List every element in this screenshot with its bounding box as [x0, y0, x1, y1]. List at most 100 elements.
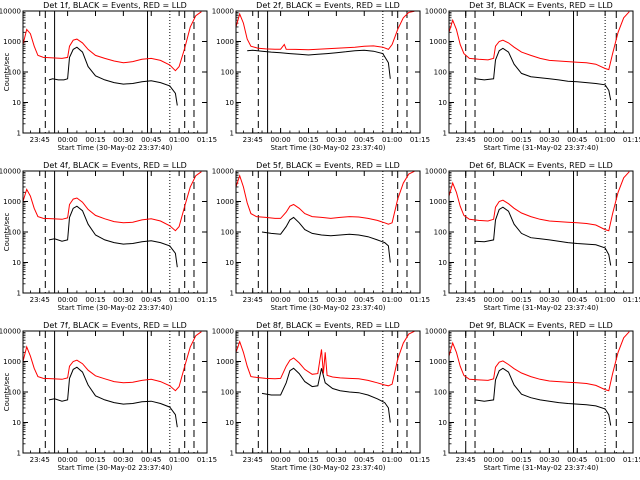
y-tick-label: 1000 — [429, 358, 447, 366]
x-tick-label: 23:45 — [30, 456, 50, 464]
x-tick-label: 00:30 — [326, 136, 346, 144]
x-tick-label: 01:15 — [410, 136, 430, 144]
y-tick-label: 10000 — [0, 8, 21, 16]
y-tick-label: 10000 — [212, 328, 234, 336]
y-tick-label: 10 — [12, 419, 21, 427]
y-tick-label: 100 — [221, 229, 234, 237]
x-tick-label: 00:15 — [298, 296, 318, 304]
chart-panel-3: Det 3f, BLACK = Events, RED = LLD 1 10 100 1… — [425, 1, 640, 152]
y-tick-label: 1 — [443, 130, 447, 138]
series-line-events — [247, 49, 391, 79]
x-tick-label: 00:00 — [484, 136, 504, 144]
plot-frame — [22, 10, 208, 134]
y-tick-label: 1 — [230, 290, 234, 298]
x-tick-label: 00:45 — [354, 296, 374, 304]
y-tick-label: 1 — [17, 450, 21, 458]
y-tick-label: 100 — [434, 69, 447, 77]
x-tick-label: 23:45 — [30, 296, 50, 304]
x-tick-label: 00:45 — [567, 296, 587, 304]
x-axis-label: Start Time (30-May-02 23:37:40) — [57, 304, 172, 312]
chart-panel-7: Det 7f, BLACK = Events, RED = LLD 1 10 100 1… — [0, 321, 217, 472]
x-tick-label: 23:45 — [243, 296, 263, 304]
y-axis-label: Counts/sec — [3, 53, 11, 92]
x-tick-label: 00:15 — [511, 136, 531, 144]
x-axis-label: Start Time (30-May-02 23:37:40) — [270, 464, 385, 472]
x-tick-label: 00:45 — [141, 136, 161, 144]
y-tick-label: 10000 — [425, 8, 447, 16]
x-tick-label: 00:45 — [354, 136, 374, 144]
x-tick-label: 01:00 — [169, 296, 189, 304]
x-tick-label: 01:00 — [169, 136, 189, 144]
series-line-events — [474, 367, 612, 426]
y-tick-label: 10000 — [0, 168, 21, 176]
chart-title: Det 2f, BLACK = Events, RED = LLD — [256, 1, 400, 10]
x-axis-label: Start Time (30-May-02 23:37:40) — [57, 464, 172, 472]
y-tick-label: 10 — [225, 419, 234, 427]
x-tick-label: 00:30 — [113, 456, 133, 464]
chart-title: Det 1f, BLACK = Events, RED = LLD — [43, 1, 187, 10]
series-line-lld — [22, 171, 202, 232]
y-tick-label: 100 — [8, 389, 21, 397]
x-tick-label: 01:00 — [382, 296, 402, 304]
y-tick-label: 1000 — [429, 198, 447, 206]
plot-frame — [448, 10, 634, 134]
y-tick-label: 1000 — [216, 38, 234, 46]
x-tick-label: 01:15 — [410, 296, 430, 304]
y-tick-label: 10000 — [212, 8, 234, 16]
series-line-lld — [235, 170, 415, 225]
chart-panel-2: Det 2f, BLACK = Events, RED = LLD 1 10 100 1… — [212, 1, 430, 152]
series-line-events — [48, 205, 178, 268]
chart-panel-4: Det 4f, BLACK = Events, RED = LLD 1 10 100 1… — [0, 161, 217, 312]
plot-frame — [22, 330, 208, 454]
series-line-lld — [22, 11, 202, 72]
y-tick-label: 10 — [438, 419, 447, 427]
x-tick-label: 01:15 — [197, 136, 217, 144]
y-tick-label: 10 — [225, 259, 234, 267]
x-tick-label: 00:30 — [113, 296, 133, 304]
x-axis-label: Start Time (30-May-02 23:37:40) — [270, 144, 385, 152]
x-tick-label: 23:45 — [456, 136, 476, 144]
y-tick-label: 1000 — [3, 198, 21, 206]
x-tick-label: 00:00 — [271, 296, 291, 304]
x-axis-label: Start Time (30-May-02 23:37:40) — [57, 144, 172, 152]
x-tick-label: 01:00 — [382, 136, 402, 144]
series-line-events — [48, 366, 178, 428]
x-tick-label: 01:00 — [595, 296, 615, 304]
series-line-events — [48, 46, 178, 106]
series-line-lld — [448, 331, 630, 392]
y-tick-label: 1000 — [3, 358, 21, 366]
series-line-events — [261, 216, 391, 263]
x-tick-label: 00:00 — [58, 296, 78, 304]
x-tick-label: 00:30 — [539, 456, 559, 464]
chart-panel-1: Det 1f, BLACK = Events, RED = LLD 1 10 100 1… — [0, 1, 217, 152]
y-tick-label: 10000 — [0, 328, 21, 336]
x-tick-label: 01:00 — [169, 456, 189, 464]
y-tick-label: 1 — [443, 290, 447, 298]
x-tick-label: 01:15 — [623, 456, 640, 464]
plot-frame — [22, 170, 208, 294]
series-line-events — [261, 367, 391, 423]
y-tick-label: 100 — [434, 229, 447, 237]
x-tick-label: 01:00 — [595, 136, 615, 144]
y-tick-label: 1 — [443, 450, 447, 458]
chart-title: Det 4f, BLACK = Events, RED = LLD — [43, 161, 187, 170]
chart-title: Det 7f, BLACK = Events, RED = LLD — [43, 321, 187, 330]
x-tick-label: 00:15 — [298, 456, 318, 464]
x-tick-label: 01:15 — [197, 456, 217, 464]
x-tick-label: 00:45 — [141, 456, 161, 464]
x-tick-label: 00:15 — [85, 136, 105, 144]
y-axis-label: Counts/sec — [3, 213, 11, 252]
x-tick-label: 00:00 — [271, 136, 291, 144]
x-tick-label: 00:30 — [539, 136, 559, 144]
chart-panel-6: Det 6f, BLACK = Events, RED = LLD 1 10 100 1… — [425, 161, 640, 312]
x-tick-label: 23:45 — [243, 136, 263, 144]
y-tick-label: 10000 — [425, 328, 447, 336]
x-tick-label: 00:30 — [326, 296, 346, 304]
y-tick-label: 1 — [17, 130, 21, 138]
plot-frame — [235, 10, 421, 134]
y-tick-label: 1000 — [429, 38, 447, 46]
x-tick-label: 01:15 — [623, 296, 640, 304]
series-line-events — [474, 47, 612, 101]
x-tick-label: 23:45 — [456, 296, 476, 304]
